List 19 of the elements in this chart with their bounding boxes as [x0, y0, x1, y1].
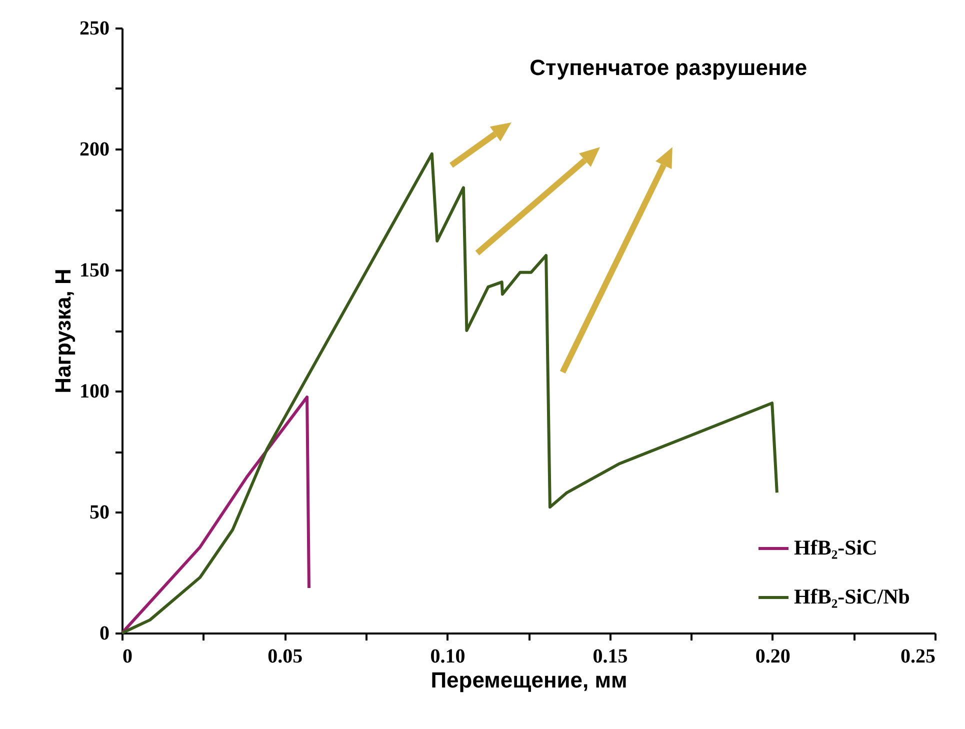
- y-tick-label: 250: [80, 18, 110, 40]
- legend-label: HfB₂-SiC: [794, 536, 878, 560]
- y-tick-label: 0: [100, 622, 110, 644]
- y-tick-label: 50: [90, 502, 110, 524]
- line-series: [120, 396, 310, 634]
- x-tick-label: 0: [122, 646, 132, 668]
- y-axis-title: Нагрузка, Н: [50, 268, 76, 394]
- line-series: [120, 152, 778, 634]
- x-tick-label: 0.20: [755, 646, 790, 668]
- x-tick-label: 0.05: [268, 646, 303, 668]
- x-axis-title: Перемещение, мм: [430, 668, 628, 692]
- y-tick-label: 100: [80, 380, 110, 402]
- y-tick-label: 150: [80, 260, 110, 282]
- annotation: Ступенчатое разрушение: [530, 54, 808, 80]
- x-tick-label: 0.15: [592, 646, 628, 668]
- y-tick-label: 200: [80, 138, 110, 160]
- legend-label: HfB₂-SiC/Nb: [794, 584, 910, 608]
- x-tick-label: 0.25: [900, 646, 936, 668]
- x-tick-label: 0.10: [430, 646, 466, 668]
